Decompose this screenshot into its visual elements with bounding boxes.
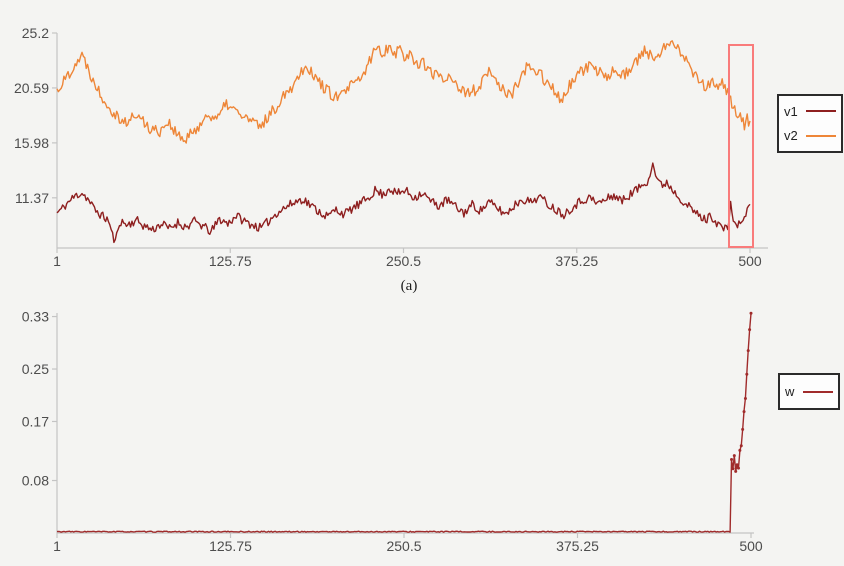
y-tick-label: 20.59 [14, 80, 49, 96]
data-point-w [732, 454, 736, 458]
x-tick-label: 500 [739, 538, 763, 554]
legend-item-v2[interactable]: v2 [784, 124, 836, 149]
data-point-w [739, 444, 743, 448]
x-tick-label: 375.25 [555, 253, 598, 269]
selection-rectangle[interactable] [727, 43, 755, 248]
legend-item-w[interactable]: w [785, 379, 833, 405]
data-point-w [741, 427, 745, 431]
x-tick-label: 1 [53, 538, 61, 554]
data-point-w [745, 372, 749, 376]
legend-top: v1 v2 [777, 94, 843, 153]
series-line-w [56, 313, 752, 533]
y-tick-label: 0.08 [22, 473, 49, 489]
legend-line-sample-w [803, 390, 833, 393]
data-point-w [742, 410, 746, 414]
y-tick-label: 0.17 [22, 413, 49, 429]
legend-line-sample-v1 [806, 110, 836, 113]
legend-line-sample-v2 [806, 134, 836, 137]
y-tick-label: 15.98 [14, 135, 49, 151]
data-point-w [731, 467, 735, 471]
y-tick-label: 25.2 [22, 25, 49, 41]
data-point-w [736, 466, 740, 470]
data-point-w [749, 311, 753, 315]
legend-label-v2: v2 [784, 128, 798, 144]
x-tick-label: 250.5 [386, 538, 421, 554]
x-tick-label: 250.5 [386, 253, 421, 269]
y-tick-label: 0.25 [22, 361, 49, 377]
x-tick-label: 375.25 [556, 538, 599, 554]
y-tick-label: 0.33 [22, 309, 49, 325]
x-tick-label: 125.75 [209, 253, 252, 269]
data-point-w [738, 448, 742, 452]
legend-item-v1[interactable]: v1 [784, 99, 836, 124]
data-point-w [730, 458, 734, 462]
series-line-v1 [56, 162, 751, 244]
x-tick-label: 1 [53, 253, 61, 269]
x-tick-label: 125.75 [209, 538, 252, 554]
series-line-v2 [56, 40, 751, 144]
y-tick-label: 11.37 [15, 190, 49, 206]
data-point-w [743, 397, 747, 401]
data-point-w [748, 328, 752, 332]
x-tick-label: 500 [738, 253, 762, 269]
subplot-caption-a: (a) [400, 278, 418, 294]
legend-label-w: w [785, 384, 795, 399]
data-point-w [746, 349, 750, 353]
legend-bottom: w [778, 373, 840, 410]
legend-label-v1: v1 [784, 103, 798, 119]
data-point-w [735, 463, 739, 467]
data-point-w [734, 469, 738, 473]
